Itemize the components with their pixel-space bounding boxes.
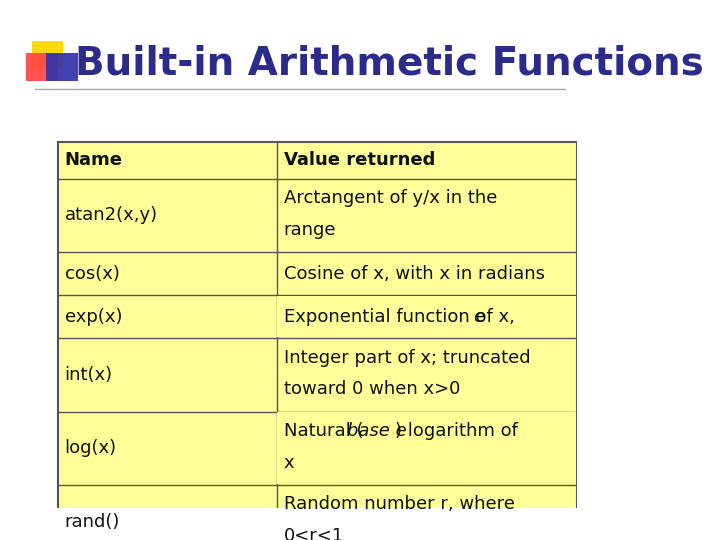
Text: Cosine of x, with x in radians: Cosine of x, with x in radians [284,265,545,282]
Text: 0<r<1: 0<r<1 [284,527,344,540]
Text: int(x): int(x) [65,366,113,384]
Text: Exponential function of x, e: Exponential function of x, e [284,308,531,326]
Text: base e: base e [348,422,408,440]
Text: Natural (base e) logarithm of: Natural (base e) logarithm of [284,422,546,440]
Text: toward 0 when x>0: toward 0 when x>0 [284,380,460,399]
Text: Value returned: Value returned [284,151,435,170]
Text: cos(x): cos(x) [65,265,120,282]
Text: Natural (: Natural ( [284,422,364,440]
Text: Built-in Arithmetic Functions: Built-in Arithmetic Functions [75,44,703,83]
Text: e: e [473,308,485,326]
Text: Random number r, where: Random number r, where [284,495,515,513]
FancyBboxPatch shape [26,53,58,81]
Text: Name: Name [65,151,122,170]
Text: Integer part of x; truncated: Integer part of x; truncated [284,348,531,367]
Text: rand(): rand() [65,513,120,531]
Text: range: range [284,221,336,239]
Text: Arctangent of y/x in the: Arctangent of y/x in the [284,189,497,207]
FancyBboxPatch shape [277,296,575,338]
Text: ) logarithm of: ) logarithm of [395,422,518,440]
FancyBboxPatch shape [32,40,63,69]
Text: atan2(x,y): atan2(x,y) [65,206,158,225]
FancyBboxPatch shape [277,412,575,484]
Text: Exponential function of x,: Exponential function of x, [284,308,521,326]
FancyBboxPatch shape [46,53,78,81]
Text: x: x [284,454,294,472]
Text: x: x [284,454,294,472]
Text: log(x): log(x) [65,440,117,457]
Text: exp(x): exp(x) [65,308,122,326]
FancyBboxPatch shape [58,142,577,540]
